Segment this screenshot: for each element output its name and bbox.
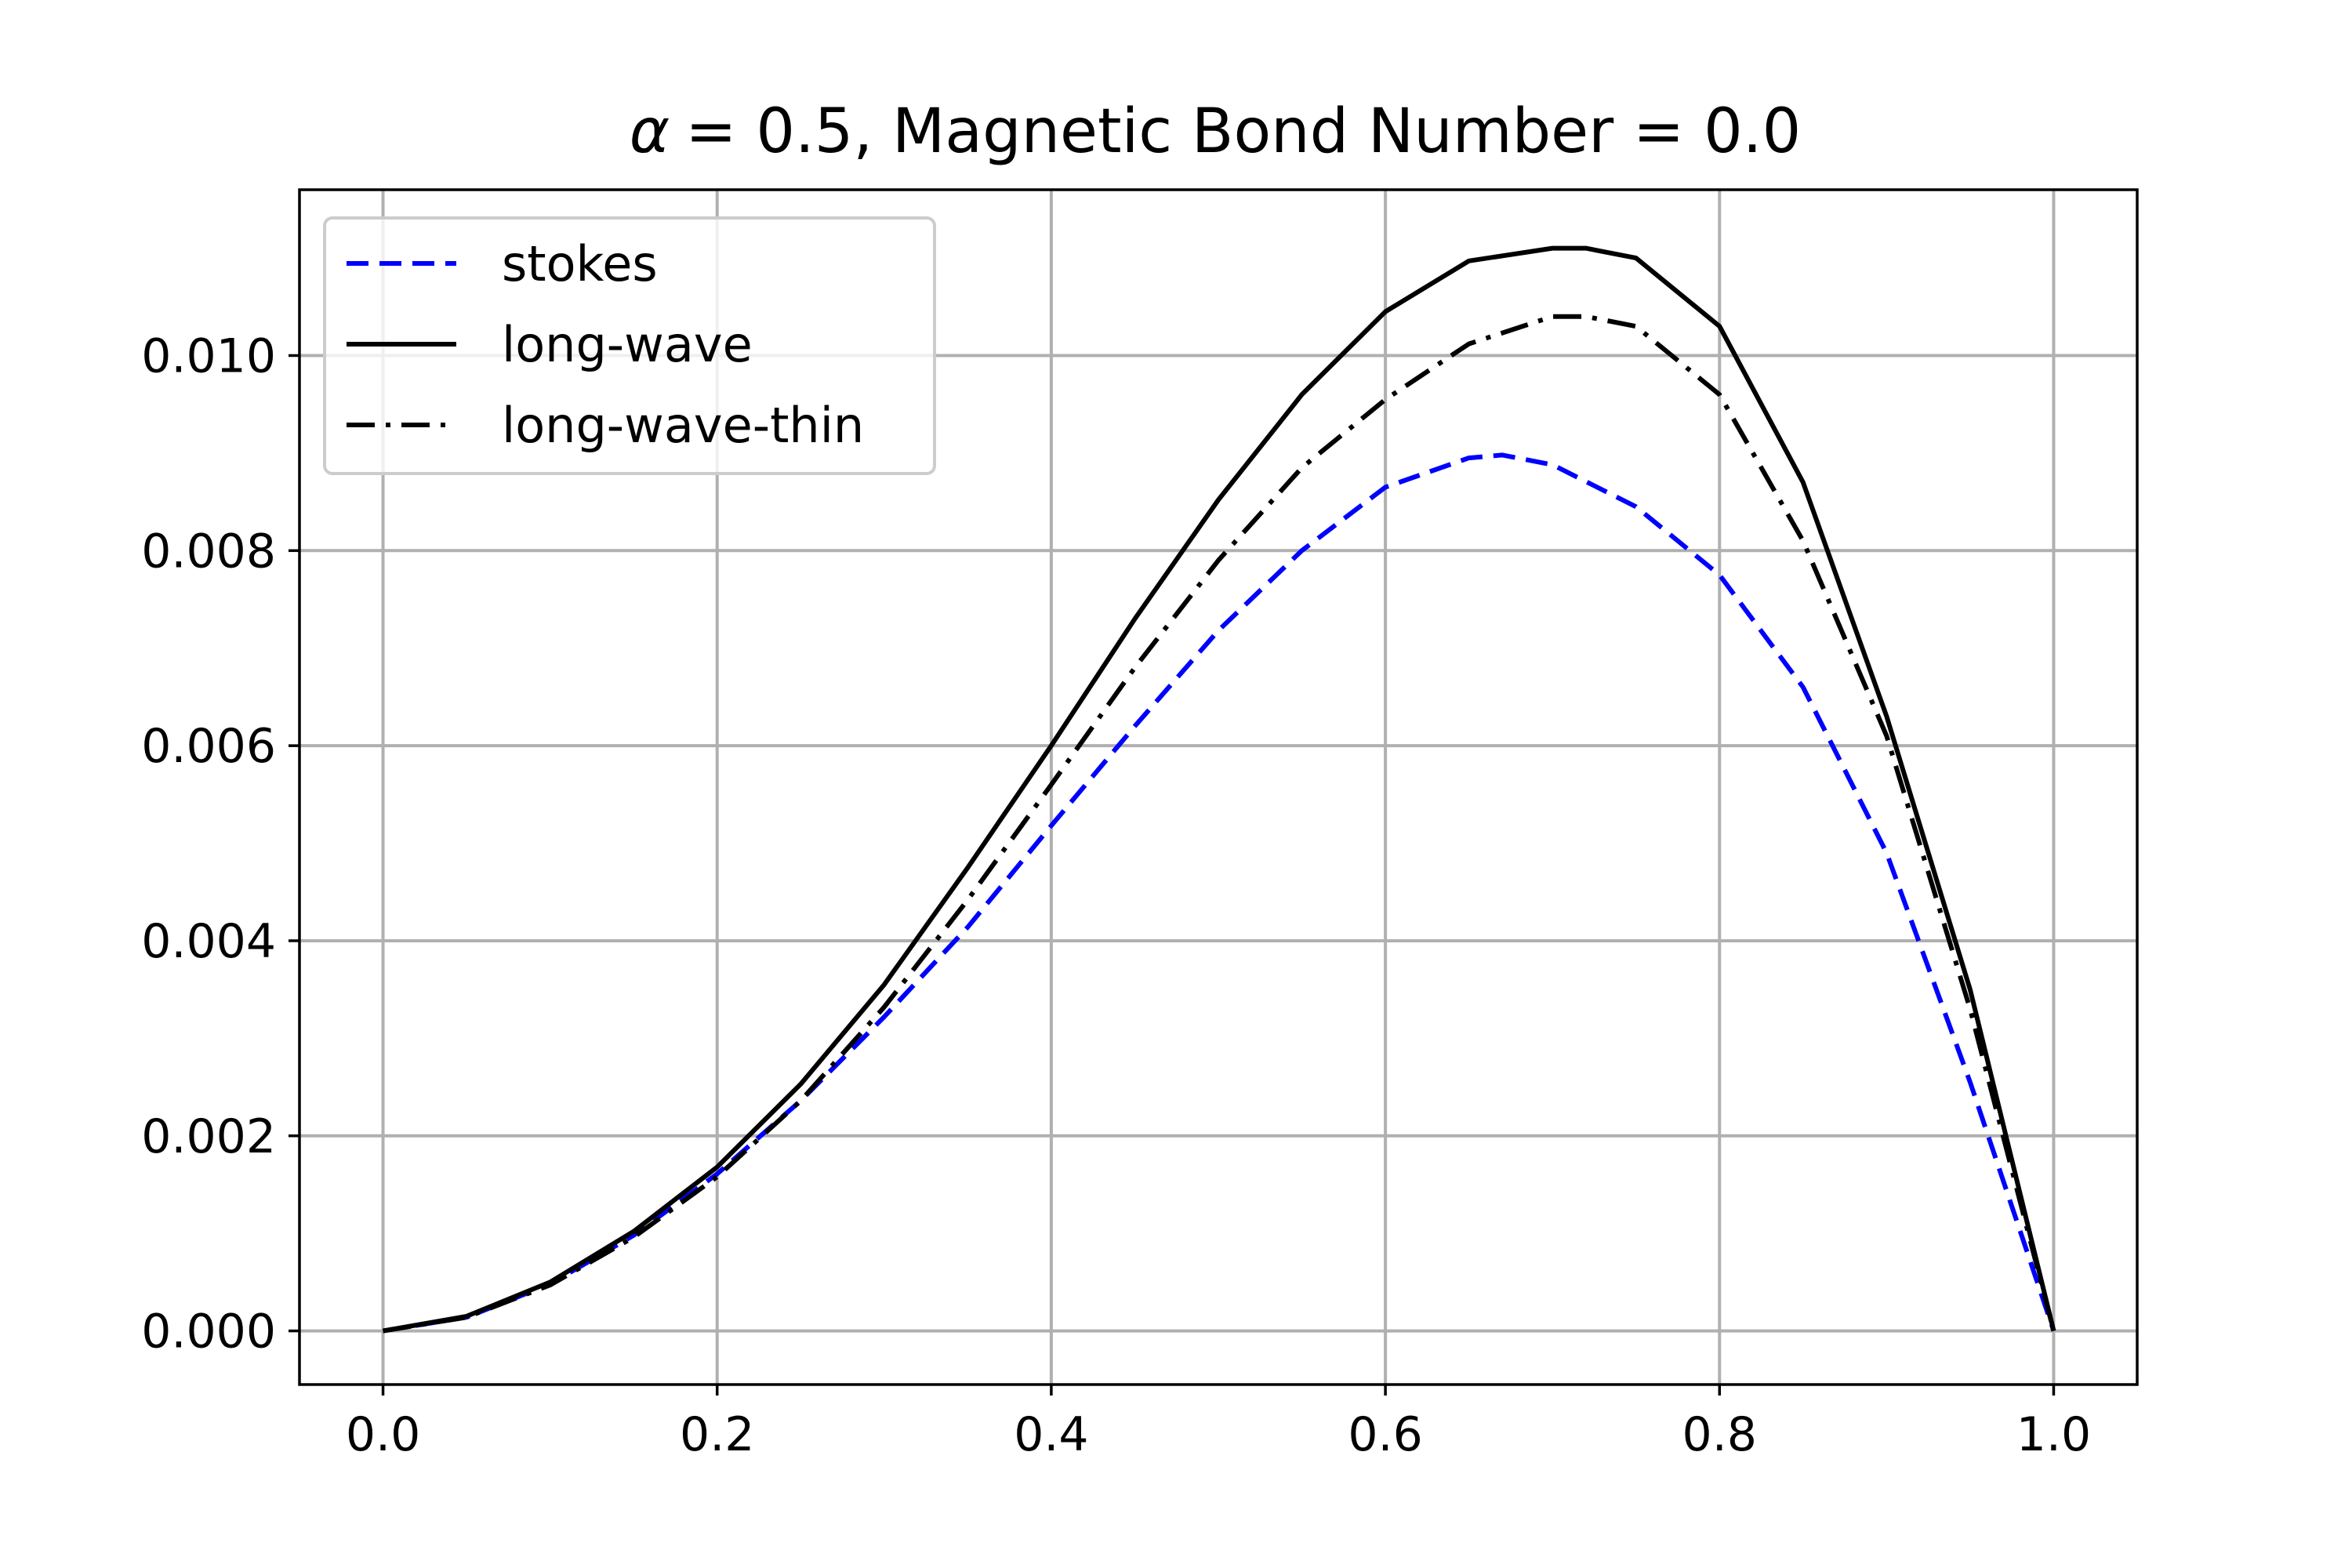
x-tick-label: 0.0: [346, 1407, 420, 1462]
y-tick-label: 0.002: [141, 1109, 276, 1164]
title-alpha-symbol: α: [630, 96, 670, 167]
x-tick-label: 0.4: [1014, 1407, 1088, 1462]
legend: stokes long-wave long-wave-thin: [323, 216, 936, 475]
series-layer: [382, 245, 2056, 1334]
title-text: = 0.5, Magnetic Bond Number = 0.0: [685, 96, 1801, 167]
y-tick-label: 0.004: [141, 914, 276, 969]
y-tick-label: 0.000: [141, 1305, 276, 1359]
legend-label-long-wave: long-wave: [502, 316, 753, 373]
chart-title: α = 0.5, Magnetic Bond Number = 0.0: [630, 96, 1801, 167]
legend-label-long-wave-thin: long-wave-thin: [502, 397, 864, 454]
y-tick-label: 0.006: [141, 719, 276, 774]
x-tick-label: 0.8: [1682, 1407, 1757, 1462]
series-line-long-wave-thin: [383, 314, 2056, 1334]
legend-box: [323, 216, 936, 475]
series-line-long-wave: [382, 245, 2056, 1334]
series-line-stokes: [383, 452, 2056, 1334]
y-tick-label: 0.010: [141, 328, 276, 383]
x-tick-label: 1.0: [2016, 1407, 2091, 1462]
tick-layer: 0.0 0.2 0.4 0.6 0.8 1.0 0.000 0.002 0.004 0.006 0.…: [141, 328, 2091, 1462]
legend-label-stokes: stokes: [502, 235, 658, 292]
x-tick-label: 0.2: [680, 1407, 754, 1462]
x-tick-label: 0.6: [1348, 1407, 1422, 1462]
legend-entries: stokes long-wave long-wave-thin: [347, 235, 864, 454]
y-tick-label: 0.008: [141, 524, 276, 579]
axes-frame: [298, 188, 2139, 1386]
